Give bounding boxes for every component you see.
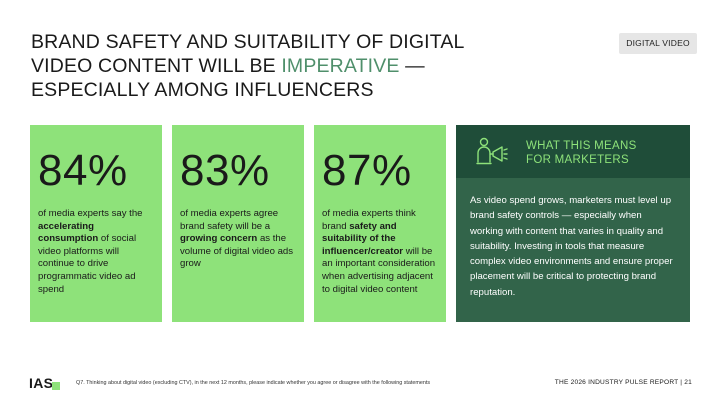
- panel-header: WHAT THIS MEANS FOR MARKETERS: [456, 125, 690, 178]
- stat-text-bold: safety and suitability of the influencer…: [322, 220, 404, 257]
- stat-text-bold: accelerating consumption: [38, 220, 99, 245]
- stat-card-1: 84% of media experts say the acceleratin…: [30, 125, 162, 322]
- stat-value: 84%: [38, 146, 128, 195]
- panel-body: As video spend grows, marketers must lev…: [470, 195, 673, 298]
- stat-text-pre: of media experts think brand: [322, 208, 416, 232]
- panel-title-line1: WHAT THIS MEANS: [526, 140, 637, 152]
- panel-title: WHAT THIS MEANS FOR MARKETERS: [526, 139, 637, 167]
- report-page-label: THE 2026 INDUSTRY PULSE REPORT | 21: [554, 379, 692, 386]
- stat-text-pre: of media experts agree brand safety will…: [180, 208, 279, 232]
- title-part2: — ESPECIALLY AMONG INFLUENCERS: [31, 55, 425, 101]
- logo-square: [52, 382, 60, 390]
- title-highlight: IMPERATIVE: [281, 55, 400, 77]
- section-tag: DIGITAL VIDEO: [619, 33, 697, 54]
- stat-text-post: of social video platforms will continue …: [38, 233, 137, 295]
- panel-title-line2: FOR MARKETERS: [526, 154, 629, 166]
- title-part1: BRAND SAFETY AND SUITABILITY OF DIGITAL …: [31, 31, 464, 77]
- marketers-panel: WHAT THIS MEANS FOR MARKETERS As video s…: [456, 125, 690, 322]
- stat-text-post: as the volume of digital video ads grow: [180, 233, 294, 270]
- stat-value: 83%: [180, 146, 270, 195]
- stat-description: of media experts agree brand safety will…: [180, 208, 304, 271]
- stat-description: of media experts think brand safety and …: [322, 208, 446, 296]
- footnote: Q7. Thinking about digital video (exclud…: [76, 380, 431, 386]
- stat-value: 87%: [322, 146, 412, 195]
- page-title: BRAND SAFETY AND SUITABILITY OF DIGITAL …: [31, 30, 471, 102]
- ias-logo: IAS: [29, 375, 63, 391]
- stat-card-3: 87% of media experts think brand safety …: [314, 125, 446, 322]
- stat-card-2: 83% of media experts agree brand safety …: [172, 125, 304, 322]
- logo-text: IAS: [29, 375, 54, 391]
- stat-text-post: will be an important consideration when …: [322, 245, 436, 295]
- stat-description: of media experts say the accelerating co…: [38, 208, 162, 296]
- stat-text-pre: of media experts say the: [38, 208, 143, 219]
- person-megaphone-icon: [476, 137, 508, 165]
- stat-text-bold: growing concern: [180, 233, 258, 245]
